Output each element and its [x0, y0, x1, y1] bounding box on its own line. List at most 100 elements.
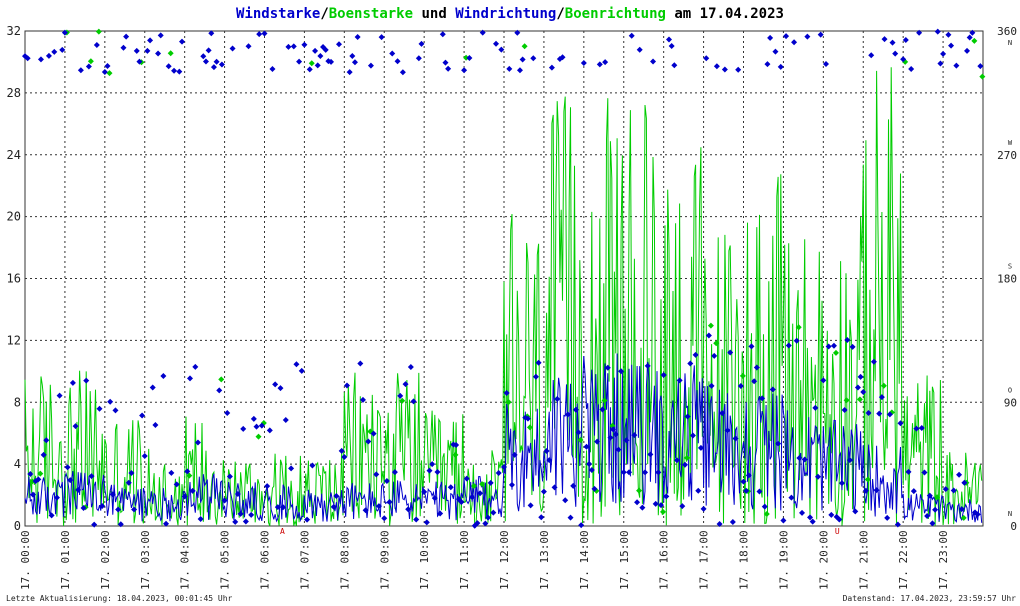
wind-direction-point	[104, 63, 111, 70]
wind-direction-point	[410, 398, 417, 405]
gust-direction-point	[167, 50, 174, 57]
y-tick-label: 0	[14, 519, 21, 533]
wind-direction-point	[961, 479, 968, 486]
wind-direction-point	[367, 62, 374, 69]
x-tick-label: 17. 00:00	[19, 530, 32, 590]
wind-direction-point	[333, 493, 340, 500]
wind-direction-point	[618, 368, 625, 375]
wind-direction-point	[370, 430, 377, 437]
wind-direction-point	[123, 33, 130, 40]
wind-direction-point	[274, 504, 281, 511]
wind-direction-point	[586, 461, 593, 468]
wind-direction-point	[357, 360, 364, 367]
wind-direction-point	[807, 514, 814, 521]
wind-direction-point	[466, 55, 473, 62]
x-tick-label: 17. 02:00	[99, 530, 112, 590]
x-tick-label: 17. 19:00	[777, 530, 790, 590]
wind-direction-point	[149, 384, 156, 391]
wind-direction-point	[482, 520, 489, 527]
wind-direction-point	[91, 521, 98, 528]
wind-direction-point	[538, 514, 545, 521]
y2-tick-label: 90	[1004, 396, 1017, 409]
wind-direction-point	[112, 407, 119, 414]
wind-direction-point	[202, 58, 209, 65]
gust-direction-point	[707, 322, 714, 329]
wind-direction-point	[487, 479, 494, 486]
wind-direction-point	[234, 490, 241, 497]
wind-direction-point	[343, 382, 350, 389]
direction-label: N	[1008, 510, 1012, 518]
x-tick-label: 17. 06:00	[259, 530, 272, 590]
gust-direction-point	[683, 454, 690, 461]
wind-direction-point	[892, 50, 899, 57]
x-tick-label: 17. 03:00	[139, 530, 152, 590]
wind-direction-point	[485, 514, 492, 521]
gust-direction-point	[795, 324, 802, 331]
wind-direction-point	[152, 422, 159, 429]
y-tick-label: 12	[7, 333, 21, 347]
wind-direction-point	[322, 46, 329, 53]
wind-direction-point	[620, 469, 627, 476]
wind-direction-point	[897, 420, 904, 427]
wind-direction-point	[764, 61, 771, 68]
footer-data-status: Datenstand: 17.04.2023, 23:59:57 Uhr	[843, 594, 1017, 603]
wind-direction-point	[248, 511, 255, 518]
wind-direction-point	[508, 481, 515, 488]
wind-direction-point	[642, 469, 649, 476]
wind-direction-point	[828, 511, 835, 518]
wind-direction-point	[599, 406, 606, 413]
wind-direction-point	[844, 337, 851, 344]
wind-direction-point	[530, 55, 537, 62]
wind-direction-point	[45, 52, 52, 59]
wind-direction-point	[29, 491, 36, 498]
wind-direction-point	[902, 37, 909, 44]
wind-direction-point	[700, 505, 707, 512]
wind-direction-point	[809, 518, 816, 525]
x-tick-label: 17. 07:00	[298, 530, 311, 590]
wind-direction-point	[540, 488, 547, 495]
wind-direction-point	[615, 446, 622, 453]
gust-direction-point	[971, 37, 978, 44]
wind-direction-point	[873, 487, 880, 494]
wind-direction-point	[607, 434, 614, 441]
wind-direction-point	[304, 516, 311, 523]
gust-direction-point	[29, 478, 36, 485]
x-tick-label: 17. 17:00	[698, 530, 711, 590]
gust-direction-point	[452, 451, 459, 458]
wind-direction-point	[107, 398, 114, 405]
wind-direction-point	[884, 514, 891, 521]
wind-direction-point	[490, 509, 497, 516]
gust-direction-point	[979, 73, 986, 80]
wind-direction-point	[375, 503, 382, 510]
wind-direction-point	[56, 392, 63, 399]
wind-direction-point	[801, 456, 808, 463]
wind-direction-point	[788, 494, 795, 501]
wind-direction-point	[796, 454, 803, 461]
wind-direction-point	[498, 46, 505, 53]
wind-direction-point	[793, 337, 800, 344]
wind-direction-point	[679, 503, 686, 510]
wind-direction-point	[559, 54, 566, 61]
wind-direction-point	[61, 29, 68, 36]
wind-direction-point	[548, 64, 555, 71]
wind-direction-point	[729, 519, 736, 526]
wind-direction-point	[293, 361, 300, 368]
gust-direction-point	[186, 472, 193, 479]
wind-direction-point	[51, 48, 58, 55]
wind-direction-point	[213, 58, 220, 65]
wind-direction-point	[439, 31, 446, 38]
wind-direction-point	[216, 387, 223, 394]
wind-direction-point	[69, 379, 76, 386]
y-tick-label: 20	[7, 210, 21, 224]
wind-direction-point	[181, 493, 188, 500]
wind-direction-point	[974, 511, 981, 518]
x-tick-label: 17. 22:00	[897, 530, 910, 590]
wind-direction-point	[594, 438, 601, 445]
x-tick-label: 17. 08:00	[338, 530, 351, 590]
x-tick-label: 17. 18:00	[738, 530, 751, 590]
wind-direction-point	[519, 56, 526, 63]
x-tick-label: 17. 01:00	[59, 530, 72, 590]
wind-direction-point	[501, 463, 507, 470]
